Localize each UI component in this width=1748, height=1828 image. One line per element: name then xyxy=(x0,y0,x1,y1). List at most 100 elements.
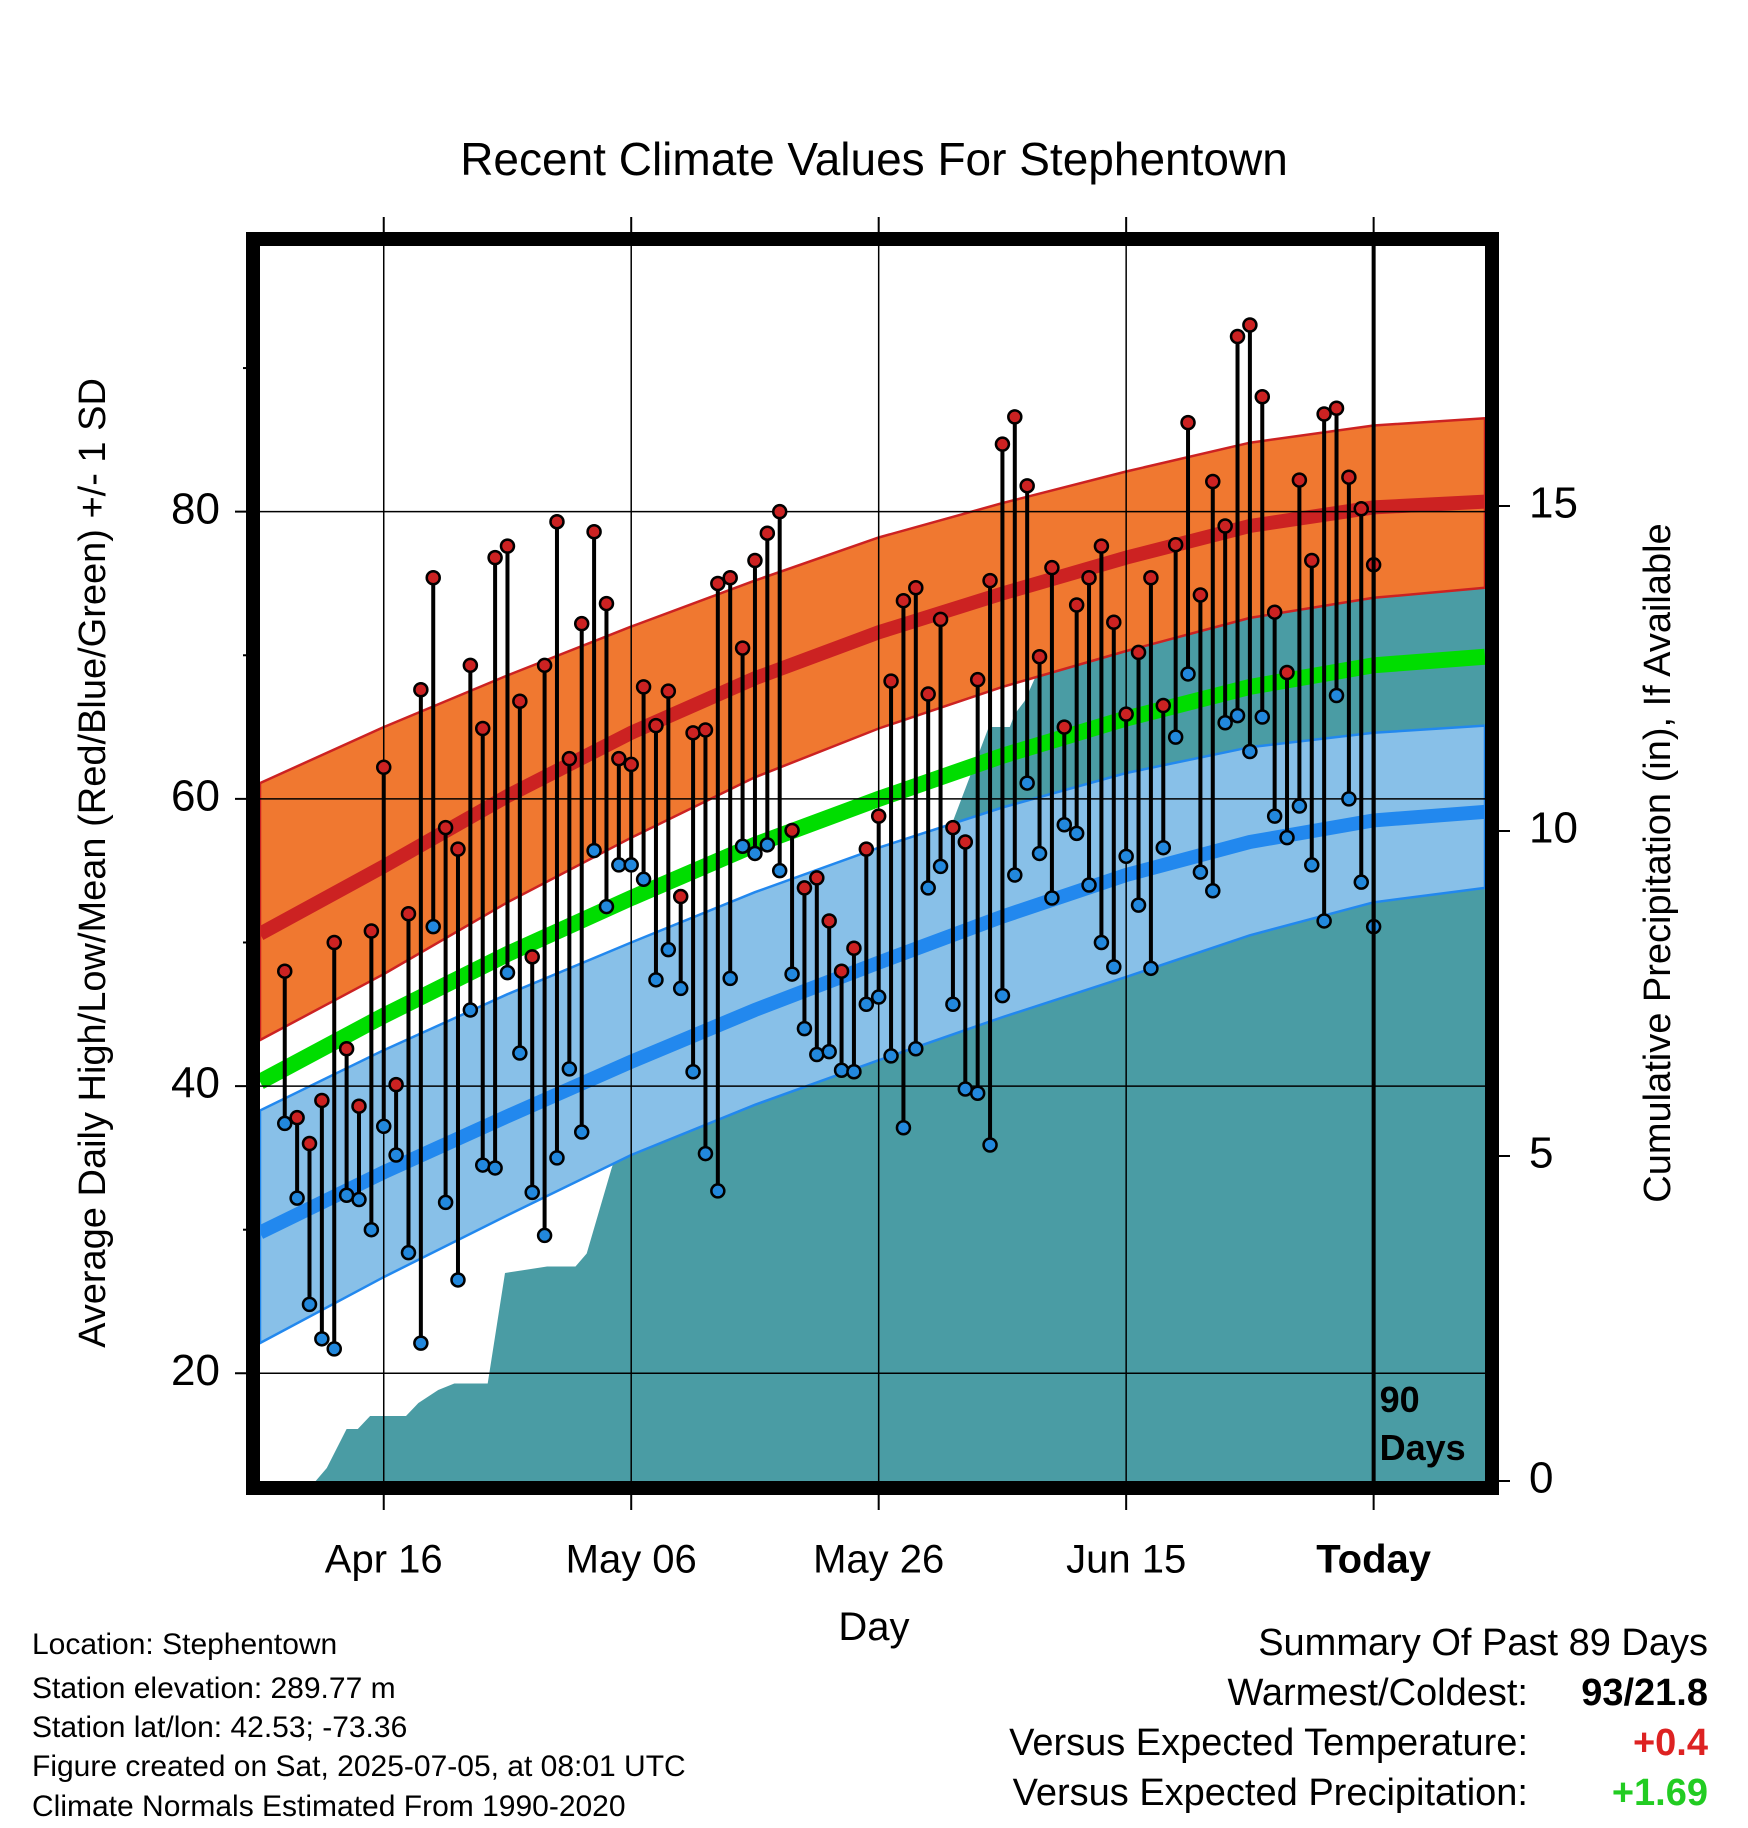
daily-low-point xyxy=(1205,883,1221,899)
daily-low-point xyxy=(499,964,516,981)
daily-low-point xyxy=(1316,913,1332,929)
daily-high-point xyxy=(512,693,528,709)
latlon-text: Station lat/lon: 42.53; -73.36 xyxy=(32,1711,408,1744)
temp-anomaly-value: +0.4 xyxy=(1632,1722,1708,1764)
daily-high-point xyxy=(697,722,714,738)
daily-low-point xyxy=(1304,857,1320,873)
high-normal-band xyxy=(260,417,1485,1042)
daily-low-point xyxy=(623,857,639,873)
daily-high-point xyxy=(809,870,825,886)
daily-low-point xyxy=(437,1194,454,1211)
daily-low-point xyxy=(573,1124,590,1140)
daily-high-point xyxy=(1266,604,1283,620)
daily-low-point xyxy=(351,1191,367,1208)
daily-high-point xyxy=(660,683,677,699)
daily-low-point xyxy=(524,1184,540,1201)
today-days-word: Days xyxy=(1380,1427,1466,1468)
daily-low-point xyxy=(1044,890,1060,906)
daily-low-point xyxy=(425,918,441,935)
y2-tick-label: 15 xyxy=(1529,479,1578,528)
daily-low-point xyxy=(722,970,738,987)
y-tick-label: 20 xyxy=(171,1346,220,1395)
daily-high-point xyxy=(932,611,949,628)
axis-labels: Day Average Daily High/Low/Mean (Red/Blu… xyxy=(72,378,1679,1649)
daily-low-point xyxy=(462,1002,479,1018)
daily-high-point xyxy=(1044,559,1060,576)
daily-low-point xyxy=(512,1045,528,1061)
daily-low-point xyxy=(301,1296,318,1313)
x-tick-label: Today xyxy=(1316,1538,1432,1582)
x-tick-label: May 26 xyxy=(813,1538,944,1582)
daily-high-point xyxy=(1291,472,1308,488)
daily-high-point xyxy=(994,436,1011,452)
daily-high-point xyxy=(895,592,912,609)
daily-low-point xyxy=(710,1183,726,1199)
daily-low-point xyxy=(883,1048,899,1064)
daily-high-point xyxy=(747,552,763,569)
daily-high-point xyxy=(351,1098,367,1114)
daily-low-point xyxy=(1353,874,1370,890)
daily-low-point xyxy=(672,980,689,997)
daily-high-point xyxy=(1056,719,1073,735)
daily-low-point xyxy=(1328,687,1345,704)
daily-high-point xyxy=(573,615,590,632)
daily-high-point xyxy=(685,725,701,741)
x-tick-label: May 06 xyxy=(566,1538,697,1582)
daily-low-point xyxy=(833,1062,850,1079)
coldest-value: 21.8 xyxy=(1634,1672,1708,1714)
daily-high-point xyxy=(1155,697,1172,714)
x-tick-label: Jun 15 xyxy=(1066,1538,1186,1582)
plot-area: 90 Days xyxy=(260,246,1485,1481)
daily-high-point xyxy=(301,1135,318,1152)
y-tick-label: 60 xyxy=(171,772,220,821)
daily-low-point xyxy=(945,996,961,1012)
daily-high-point xyxy=(413,681,429,698)
daily-low-point xyxy=(932,858,949,875)
daily-high-point xyxy=(425,569,441,586)
daily-high-point xyxy=(1007,409,1023,425)
daily-high-point xyxy=(1316,406,1332,422)
daily-low-point xyxy=(994,987,1011,1004)
daily-high-point xyxy=(1229,328,1246,345)
daily-low-point xyxy=(314,1331,330,1347)
warmest-value: 93 xyxy=(1581,1672,1624,1714)
daily-low-point xyxy=(648,972,664,988)
daily-high-point xyxy=(338,1041,355,1057)
daily-high-point xyxy=(870,808,887,824)
daily-low-point xyxy=(1291,798,1308,814)
daily-high-point xyxy=(1180,414,1196,431)
daily-low-point xyxy=(586,842,602,859)
daily-low-point xyxy=(1155,839,1172,856)
daily-low-point xyxy=(1192,864,1209,880)
daily-high-point xyxy=(1130,644,1147,661)
daily-high-point xyxy=(796,880,813,896)
daily-high-point xyxy=(363,923,380,939)
daily-high-point xyxy=(908,580,924,596)
plot-content xyxy=(260,246,1485,1481)
daily-high-point xyxy=(1031,648,1048,665)
daily-high-point xyxy=(648,717,664,734)
daily-low-point xyxy=(375,1118,392,1135)
daily-low-point xyxy=(920,880,936,896)
daily-low-point xyxy=(487,1160,503,1176)
daily-low-point xyxy=(1068,825,1085,842)
daily-high-point xyxy=(833,963,850,979)
daily-high-point xyxy=(450,841,466,857)
warmest-coldest-row: Warmest/Coldest: 93/21.8 xyxy=(1227,1672,1708,1715)
daily-high-point xyxy=(1341,469,1357,485)
daily-high-point xyxy=(1254,389,1271,405)
warmest-coldest-label: Warmest/Coldest: xyxy=(1227,1672,1528,1714)
daily-low-point xyxy=(784,966,800,982)
daily-high-point xyxy=(1217,518,1233,534)
daily-high-point xyxy=(771,503,788,520)
summary-heading: Summary Of Past 89 Days xyxy=(1258,1622,1708,1664)
daily-high-point xyxy=(1118,706,1134,722)
daily-high-point xyxy=(1106,614,1122,630)
daily-high-point xyxy=(672,888,689,905)
daily-high-point xyxy=(722,569,738,586)
daily-low-point xyxy=(276,1115,293,1132)
daily-low-point xyxy=(1167,729,1184,745)
y2-tick-label: 10 xyxy=(1529,804,1578,853)
y-axis-label: Average Daily High/Low/Mean (Red/Blue/Gr… xyxy=(72,378,114,1348)
daily-low-point xyxy=(747,845,763,862)
